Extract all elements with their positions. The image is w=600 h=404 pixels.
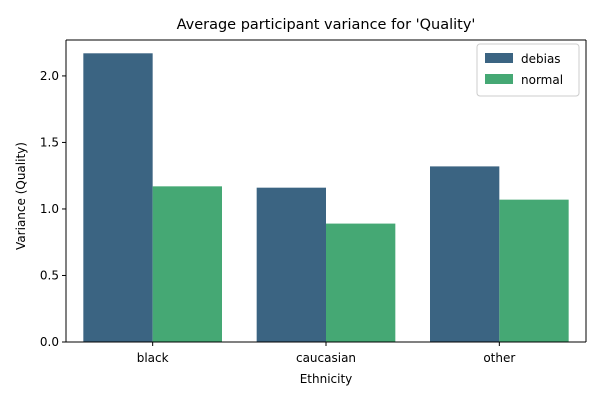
y-tick-label: 2.0 bbox=[40, 69, 59, 83]
axes: 0.0 0.5 1.0 1.5 2.0 black caucasian other bbox=[40, 39, 587, 365]
x-tick-label-caucasian: caucasian bbox=[296, 351, 356, 365]
chart-title: Average participant variance for 'Qualit… bbox=[177, 17, 476, 33]
legend-swatch-normal bbox=[485, 74, 513, 84]
x-axis-label: Ethnicity bbox=[300, 372, 353, 386]
bar-normal-other bbox=[499, 199, 569, 342]
y-axis-label: Variance (Quality) bbox=[14, 142, 28, 250]
x-tick-label-other: other bbox=[483, 351, 515, 365]
legend-label-debias: debias bbox=[521, 52, 561, 66]
y-tick-label: 1.5 bbox=[40, 135, 59, 149]
legend: debias normal bbox=[476, 43, 580, 97]
y-tick-label: 0.5 bbox=[40, 268, 59, 282]
bar-normal-caucasian bbox=[326, 223, 396, 342]
legend-label-normal: normal bbox=[521, 73, 563, 87]
x-tick-label-black: black bbox=[137, 351, 169, 365]
y-tick-label: 0.0 bbox=[40, 335, 59, 349]
bar-debias-other bbox=[430, 166, 500, 342]
y-tick-label: 1.0 bbox=[40, 202, 59, 216]
plot-area bbox=[83, 53, 569, 343]
bar-normal-black bbox=[152, 186, 222, 342]
bar-debias-black bbox=[83, 53, 153, 343]
legend-swatch-debias bbox=[485, 53, 513, 63]
bar-debias-caucasian bbox=[256, 187, 326, 342]
